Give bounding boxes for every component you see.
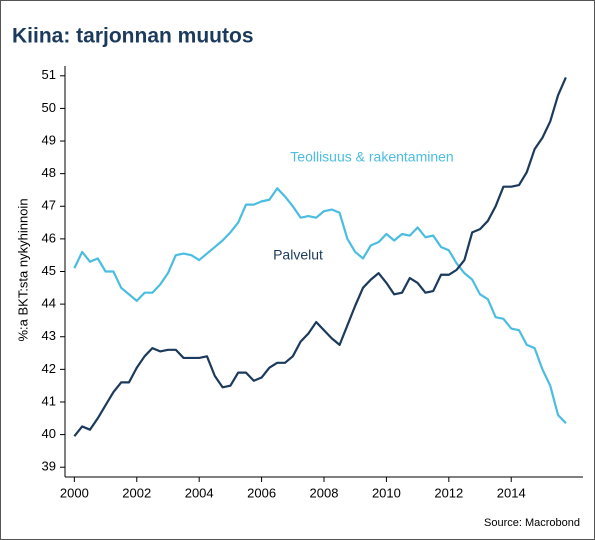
series-line xyxy=(73,187,567,424)
y-tick-label: 47 xyxy=(42,198,56,213)
y-tick-label: 41 xyxy=(42,393,56,408)
y-tick-label: 45 xyxy=(42,263,56,278)
x-tick-label: 2002 xyxy=(122,485,151,500)
y-tick-label: 48 xyxy=(42,165,56,180)
chart-title: Kiina: tarjonnan muutos xyxy=(12,25,254,48)
x-tick-label: 2012 xyxy=(434,485,463,500)
y-tick-label: 50 xyxy=(42,100,56,115)
y-tick-label: 46 xyxy=(42,230,56,245)
y-tick-label: 40 xyxy=(42,426,56,441)
y-axis-label: %:a BKT:sta nykyhinnoin xyxy=(15,198,30,341)
x-tick-label: 2014 xyxy=(497,485,526,500)
x-tick-label: 2008 xyxy=(310,485,339,500)
x-tick-label: 2000 xyxy=(60,485,89,500)
series-label: Teollisuus & rakentaminen xyxy=(290,149,453,165)
series-line xyxy=(73,76,567,437)
y-tick-label: 42 xyxy=(42,361,56,376)
y-tick-label: 39 xyxy=(42,459,56,474)
y-tick-label: 51 xyxy=(42,67,56,82)
series-label: Palvelut xyxy=(273,247,323,263)
x-tick-label: 2010 xyxy=(372,485,401,500)
source: Source: Macrobond xyxy=(484,517,580,529)
x-tick-label: 2004 xyxy=(185,485,214,500)
x-tick-label: 2006 xyxy=(247,485,276,500)
y-tick-label: 43 xyxy=(42,328,56,343)
y-tick-label: 44 xyxy=(42,296,56,311)
y-tick-label: 49 xyxy=(42,132,56,147)
